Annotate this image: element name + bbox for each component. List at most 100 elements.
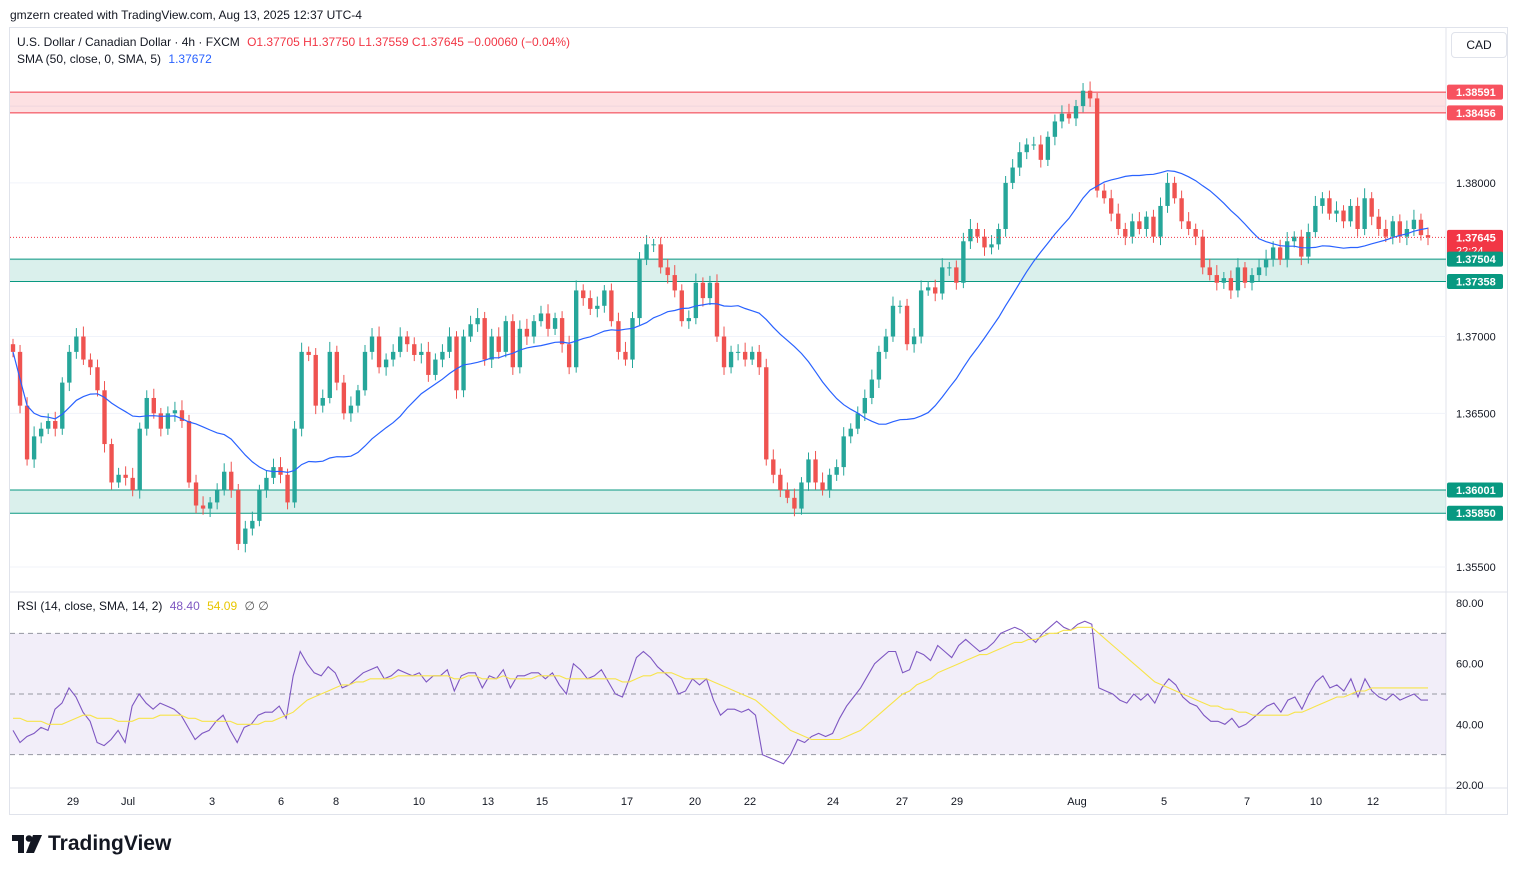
candle bbox=[848, 428, 853, 437]
candle bbox=[390, 351, 396, 360]
candle bbox=[1080, 90, 1086, 107]
candle bbox=[151, 397, 156, 414]
candle bbox=[1130, 221, 1135, 237]
candle bbox=[728, 351, 734, 368]
candle bbox=[383, 359, 389, 368]
tradingview-logo-icon bbox=[12, 835, 42, 853]
candle bbox=[1341, 210, 1346, 222]
candle bbox=[1327, 198, 1332, 214]
candle bbox=[1158, 205, 1163, 237]
candle bbox=[595, 305, 600, 309]
price-label-box bbox=[1447, 482, 1503, 498]
rsi-band bbox=[10, 633, 1446, 755]
candle bbox=[158, 413, 164, 429]
candle bbox=[1355, 205, 1360, 229]
candle bbox=[214, 490, 220, 503]
candle bbox=[1200, 236, 1205, 268]
candle bbox=[1418, 219, 1424, 236]
candle bbox=[137, 428, 142, 491]
candle bbox=[369, 336, 375, 352]
candle bbox=[876, 351, 882, 380]
candle bbox=[1003, 182, 1008, 229]
candle bbox=[503, 321, 508, 352]
candle bbox=[447, 336, 452, 352]
candle bbox=[531, 321, 537, 337]
candle bbox=[1151, 216, 1156, 237]
candle bbox=[778, 474, 783, 491]
candle bbox=[904, 305, 910, 345]
candle bbox=[968, 228, 973, 242]
time-tick-label: 10 bbox=[413, 796, 425, 808]
candle bbox=[834, 467, 839, 475]
candle bbox=[996, 228, 1001, 245]
candle bbox=[883, 336, 889, 352]
candle bbox=[130, 477, 135, 491]
candle bbox=[827, 474, 832, 491]
price-label-text: 1.37358 bbox=[1456, 277, 1496, 289]
candle bbox=[109, 444, 114, 483]
candle bbox=[222, 471, 227, 491]
candle bbox=[933, 287, 938, 294]
candle bbox=[1017, 152, 1022, 168]
candle bbox=[10, 344, 16, 352]
candle bbox=[581, 290, 586, 299]
candle bbox=[243, 528, 248, 544]
price-label-text: 1.38456 bbox=[1456, 108, 1496, 120]
candle bbox=[1172, 182, 1177, 199]
candle bbox=[1376, 216, 1381, 229]
candle bbox=[1285, 241, 1290, 260]
rsi-ma-line bbox=[13, 626, 1428, 741]
sma-legend[interactable]: SMA (50, close, 0, SMA, 5) 1.37672 bbox=[17, 52, 212, 66]
candle bbox=[31, 436, 37, 460]
candle bbox=[144, 397, 149, 429]
candle bbox=[419, 351, 424, 355]
candle bbox=[940, 267, 945, 294]
rsi-legend[interactable]: RSI (14, close, SMA, 14, 2) 48.40 54.09 … bbox=[17, 599, 269, 613]
candle bbox=[1094, 98, 1100, 191]
time-tick-label: 12 bbox=[1367, 796, 1379, 808]
time-tick-label: 8 bbox=[333, 796, 339, 808]
symbol-title: U.S. Dollar / Canadian Dollar · 4h · FXC… bbox=[17, 35, 240, 49]
candle bbox=[348, 405, 354, 414]
candle bbox=[264, 477, 269, 491]
candle bbox=[742, 351, 748, 360]
time-tick-label: 20 bbox=[689, 796, 701, 808]
candle bbox=[1137, 221, 1142, 229]
price-label-text: 1.38591 bbox=[1456, 87, 1496, 99]
candle bbox=[658, 244, 663, 268]
candle bbox=[841, 436, 846, 468]
candle bbox=[193, 482, 199, 506]
sma-line bbox=[12, 170, 1429, 474]
time-tick-label: 10 bbox=[1310, 796, 1322, 808]
price-label-box bbox=[1447, 84, 1503, 100]
candle bbox=[975, 228, 980, 237]
candle bbox=[60, 382, 65, 429]
rsi-tick-label: 20.00 bbox=[1456, 780, 1484, 792]
time-tick-label: 27 bbox=[896, 796, 908, 808]
candle bbox=[1116, 213, 1121, 229]
candle bbox=[961, 241, 966, 283]
candle bbox=[1228, 278, 1234, 291]
symbol-legend[interactable]: U.S. Dollar / Canadian Dollar · 4h · FXC… bbox=[17, 35, 570, 49]
candle bbox=[538, 313, 544, 322]
candle bbox=[292, 428, 297, 503]
candle bbox=[1313, 205, 1318, 233]
price-label-text: 1.36001 bbox=[1456, 485, 1496, 497]
price-label-box bbox=[1447, 105, 1503, 121]
candle bbox=[855, 413, 860, 429]
currency-button[interactable]: CAD bbox=[1451, 32, 1507, 58]
candle bbox=[820, 482, 825, 491]
candle bbox=[1277, 247, 1283, 260]
candle bbox=[918, 290, 924, 337]
candle bbox=[771, 459, 776, 475]
price-label-box bbox=[1447, 229, 1503, 258]
candle bbox=[735, 351, 741, 353]
candle bbox=[1397, 221, 1403, 237]
tradingview-logo[interactable]: TradingView bbox=[12, 832, 171, 856]
candle bbox=[1193, 228, 1198, 237]
candle bbox=[764, 367, 769, 460]
candle bbox=[313, 354, 318, 406]
rsi-tick-label: 80.00 bbox=[1456, 598, 1484, 610]
candle bbox=[165, 413, 171, 429]
